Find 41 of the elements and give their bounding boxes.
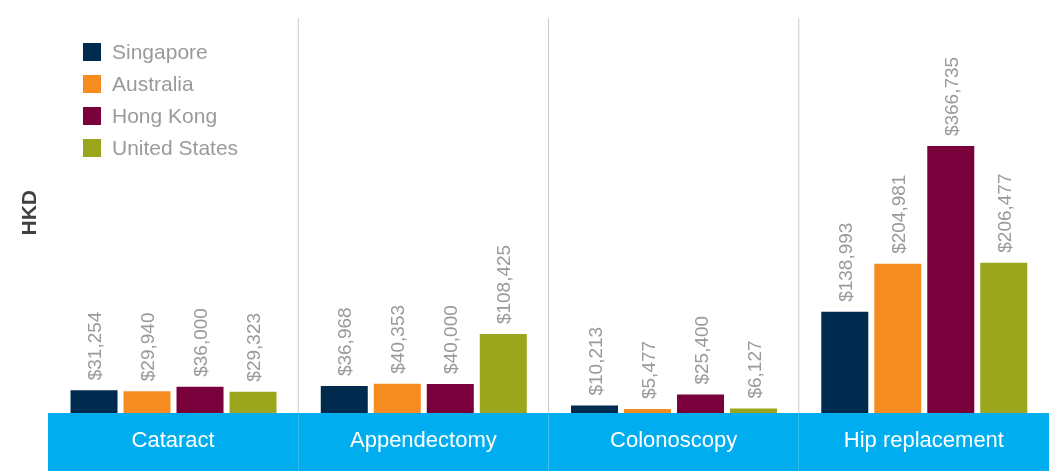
data-label: $29,323 [243,312,265,382]
data-label: $40,353 [387,304,409,374]
x-tick-label: Appendectomy [349,427,497,452]
data-label: $31,254 [84,311,106,381]
data-label: $204,981 [887,174,909,254]
data-label: $6,127 [743,340,765,399]
bar [123,391,171,413]
bar [426,383,474,413]
data-label: $40,000 [440,305,462,374]
data-label: $366,735 [940,56,962,137]
bar [624,409,672,413]
data-label: $108,425 [493,244,515,325]
data-label: $206,477 [993,173,1015,253]
data-label: $10,213 [584,326,606,396]
legend-label: Australia [112,72,194,96]
data-label: $29,940 [137,312,159,382]
x-tick-label: Colonoscopy [610,427,738,452]
bar [373,383,421,413]
x-tick-label: Cataract [131,427,215,452]
bar [70,390,118,413]
legend-label: Singapore [112,40,208,64]
bar [874,263,922,413]
data-label: $138,993 [834,222,856,302]
legend-label: United States [112,136,239,160]
bar [176,386,224,413]
data-label: $5,477 [637,340,659,400]
bar [571,405,619,413]
bar [320,386,368,413]
legend-label: Hong Kong [112,104,218,128]
bar [927,146,975,413]
bar [821,311,869,413]
data-label: $25,400 [690,315,712,385]
bar [479,334,527,413]
data-label: $36,000 [190,308,212,377]
data-label: $36,968 [334,307,356,377]
x-tick-label: Hip replacement [843,427,1004,452]
bar [229,391,277,413]
bar [980,262,1028,413]
bar [677,394,725,413]
bar [730,408,778,413]
y-axis-title: HKD [17,190,41,236]
